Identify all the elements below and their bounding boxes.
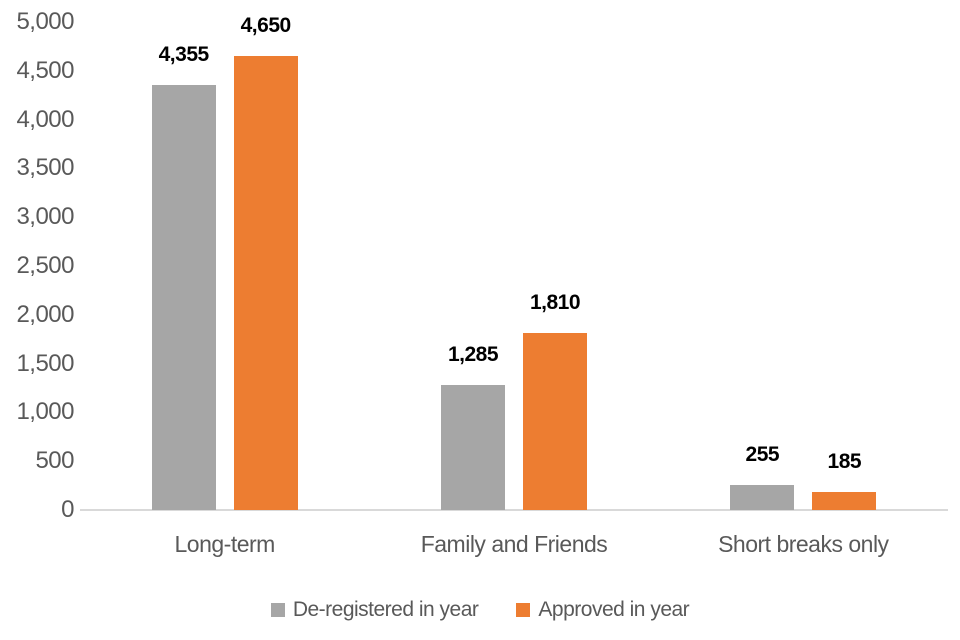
data-label: 1,810 — [529, 291, 581, 314]
y-axis-tick-label: 5,000 — [16, 8, 74, 35]
data-label: 185 — [827, 450, 862, 473]
bar-de-registered-in-year-short-breaks-only — [730, 485, 795, 510]
y-axis-tick-label: 1,500 — [16, 349, 74, 377]
bar-de-registered-in-year-long-term — [151, 85, 216, 510]
y-axis-tick-label: 500 — [35, 447, 74, 475]
data-label: 4,650 — [240, 14, 292, 37]
data-label: 255 — [745, 443, 780, 466]
legend: De-registered in year Approved in year — [0, 596, 960, 624]
bar-approved-in-year-short-breaks-only — [812, 492, 877, 510]
y-axis-tick-label: 0 — [61, 496, 74, 523]
legend-item-approved-in-year: Approved in year — [516, 597, 690, 623]
y-axis-tick-label: 2,000 — [16, 300, 74, 328]
y-axis-tick-label: 2,500 — [16, 252, 74, 279]
x-axis-category-label: Long-term — [174, 531, 276, 557]
y-axis-tick-label: 4,500 — [16, 56, 74, 84]
x-axis-category-label: Short breaks only — [718, 531, 889, 557]
x-axis-line — [80, 509, 948, 511]
legend-swatch-icon — [516, 603, 531, 617]
data-label: 4,355 — [158, 43, 210, 66]
y-axis-tick-label: 4,000 — [16, 105, 74, 133]
legend-label: De-registered in year — [292, 598, 479, 621]
bar-approved-in-year-long-term — [233, 56, 298, 510]
y-axis-tick-label: 3,500 — [16, 154, 74, 182]
legend-label: Approved in year — [538, 598, 690, 621]
bar-de-registered-in-year-family-and-friends — [441, 385, 505, 510]
x-axis-category-label: Family and Friends — [420, 531, 608, 557]
data-label: 1,285 — [447, 343, 499, 366]
legend-swatch-icon — [270, 603, 285, 617]
legend-item-de-registered-in-year: De-registered in year — [270, 597, 479, 623]
bar-approved-in-year-family-and-friends — [523, 333, 587, 510]
y-axis-tick-label: 1,000 — [16, 398, 74, 426]
y-axis-tick-label: 3,000 — [16, 203, 74, 231]
